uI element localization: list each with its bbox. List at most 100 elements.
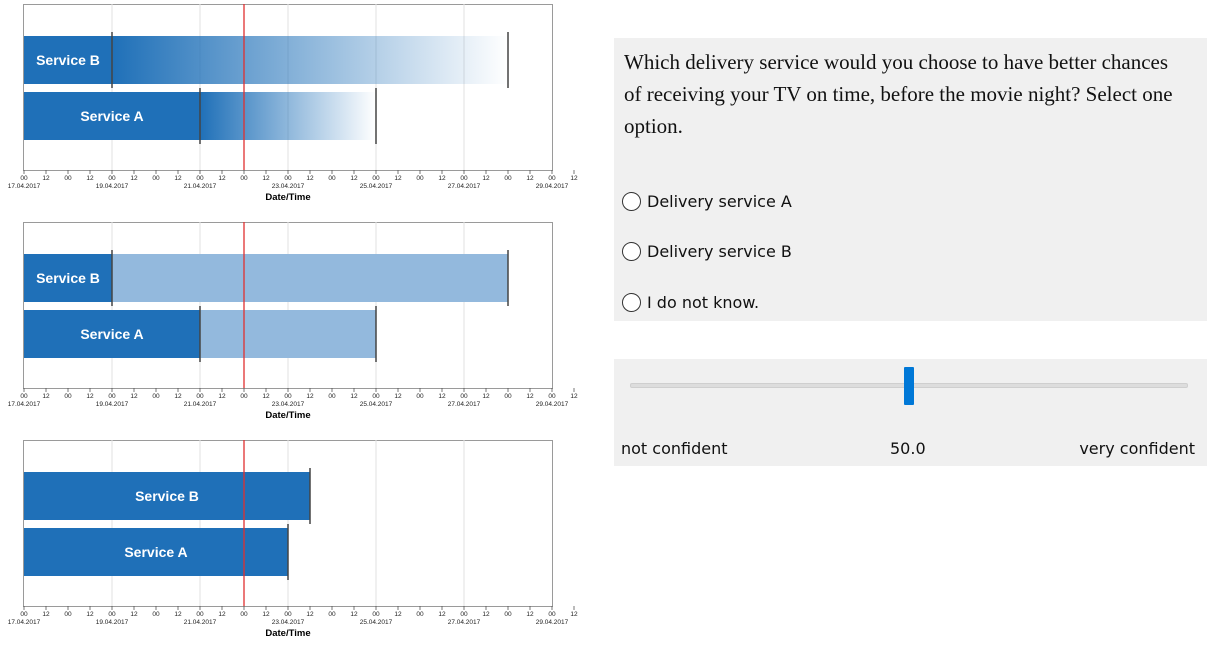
tick-label: 00 xyxy=(152,175,160,182)
tick-label: 12 xyxy=(262,175,270,182)
date-label: 19.04.2017 xyxy=(96,183,129,190)
tick-label: 12 xyxy=(482,611,490,618)
tick-label: 00 xyxy=(284,611,292,618)
tick-label: 00 xyxy=(372,393,380,400)
date-label: 29.04.2017 xyxy=(536,183,569,190)
tick-label: 12 xyxy=(262,393,270,400)
tick-label: 00 xyxy=(196,393,204,400)
tick-label: 12 xyxy=(570,611,578,618)
tick-label: 00 xyxy=(108,393,116,400)
bar-range xyxy=(112,36,508,84)
date-label: 25.04.2017 xyxy=(360,401,393,408)
tick-label: 00 xyxy=(196,611,204,618)
tick-label: 00 xyxy=(548,175,556,182)
bar-label: Service A xyxy=(80,326,143,342)
tick-label: 12 xyxy=(570,393,578,400)
tick-label: 00 xyxy=(328,175,336,182)
chart-uniform-svg: Service B Service A 00 12 00 12 00 12 00 12 00 12 00… xyxy=(8,222,578,421)
tick-label: 00 xyxy=(416,175,424,182)
option-service-b[interactable]: Delivery service B xyxy=(622,239,792,263)
bar-label: Service A xyxy=(80,108,143,124)
confidence-value-label: 50.0 xyxy=(890,439,926,458)
option-label: I do not know. xyxy=(647,292,760,312)
tick-label: 12 xyxy=(394,175,402,182)
tick-label: 00 xyxy=(240,175,248,182)
tick-label: 00 xyxy=(64,393,72,400)
bar-range xyxy=(200,92,376,140)
chart-point: Service B Service A 00 12 00 12 00 12 00 12 00 12 00… xyxy=(0,436,580,654)
tick-label: 00 xyxy=(416,393,424,400)
tick-label: 12 xyxy=(306,393,314,400)
option-service-a[interactable]: Delivery service A xyxy=(622,189,792,213)
tick-label: 12 xyxy=(438,611,446,618)
tick-label: 00 xyxy=(284,175,292,182)
tick-label: 12 xyxy=(130,175,138,182)
tick-label: 00 xyxy=(548,611,556,618)
tick-label: 00 xyxy=(20,393,28,400)
date-label: 29.04.2017 xyxy=(536,619,569,626)
tick-label: 12 xyxy=(394,611,402,618)
tick-label: 12 xyxy=(218,611,226,618)
tick-label: 12 xyxy=(438,393,446,400)
chart-point-svg: Service B Service A 00 12 00 12 00 12 00 12 00 12 00… xyxy=(8,440,578,639)
radio-circle-icon[interactable] xyxy=(622,191,641,211)
bar-solid xyxy=(24,36,112,84)
chart-gradient: Service B Service A 00 12 00 12 00 12 00 12 00 12 00… xyxy=(0,0,580,218)
tick-label: 12 xyxy=(130,393,138,400)
tick-label: 12 xyxy=(218,393,226,400)
tick-label: 12 xyxy=(526,611,534,618)
bar-label: Service A xyxy=(124,544,187,560)
tick-label: 12 xyxy=(526,175,534,182)
chart-uniform: Service B Service A 00 12 00 12 00 12 00 12 00 12 00… xyxy=(0,218,580,436)
tick-label: 12 xyxy=(130,611,138,618)
date-label: 17.04.2017 xyxy=(8,619,41,626)
tick-label: 12 xyxy=(86,175,94,182)
tick-label: 12 xyxy=(570,175,578,182)
tick-label: 00 xyxy=(108,175,116,182)
tick-label: 12 xyxy=(350,393,358,400)
question-text: Which delivery service would you choose … xyxy=(624,50,1173,138)
x-axis-label: Date/Time xyxy=(265,410,310,421)
date-label: 29.04.2017 xyxy=(536,401,569,408)
bar-label: Service B xyxy=(135,488,199,504)
tick-label: 00 xyxy=(328,393,336,400)
confidence-min-label: not confident xyxy=(621,439,728,458)
tick-label: 12 xyxy=(86,393,94,400)
tick-label: 00 xyxy=(460,175,468,182)
date-label: 25.04.2017 xyxy=(360,619,393,626)
date-label: 27.04.2017 xyxy=(448,619,481,626)
tick-label: 00 xyxy=(108,611,116,618)
bar-solid xyxy=(24,310,200,358)
tick-label: 00 xyxy=(20,611,28,618)
tick-label: 00 xyxy=(504,611,512,618)
tick-label: 00 xyxy=(152,393,160,400)
tick-label: 00 xyxy=(416,611,424,618)
tick-label: 12 xyxy=(174,175,182,182)
tick-label: 12 xyxy=(306,611,314,618)
bar-solid xyxy=(24,472,310,520)
date-label: 27.04.2017 xyxy=(448,401,481,408)
bar-range xyxy=(112,254,508,302)
tick-label: 12 xyxy=(262,611,270,618)
date-label: 23.04.2017 xyxy=(272,401,305,408)
bar-label: Service B xyxy=(36,270,100,286)
tick-label: 00 xyxy=(328,611,336,618)
question-panel: Which delivery service would you choose … xyxy=(614,38,1207,321)
chart-gradient-svg: Service B Service A 00 12 00 12 00 12 00 12 00 12 00… xyxy=(8,4,578,203)
tick-label: 12 xyxy=(174,611,182,618)
confidence-panel: not confident 50.0 very confident xyxy=(614,359,1207,466)
tick-label: 00 xyxy=(20,175,28,182)
bar-label: Service B xyxy=(36,52,100,68)
tick-label: 12 xyxy=(86,611,94,618)
radio-circle-icon[interactable] xyxy=(622,292,641,312)
date-label: 17.04.2017 xyxy=(8,183,41,190)
option-do-not-know[interactable]: I do not know. xyxy=(622,290,759,314)
tick-label: 12 xyxy=(218,175,226,182)
tick-label: 00 xyxy=(372,175,380,182)
radio-circle-icon[interactable] xyxy=(622,241,641,261)
confidence-slider-thumb[interactable] xyxy=(904,367,914,405)
tick-label: 00 xyxy=(64,175,72,182)
date-label: 19.04.2017 xyxy=(96,619,129,626)
tick-label: 12 xyxy=(526,393,534,400)
x-axis-label: Date/Time xyxy=(265,628,310,639)
